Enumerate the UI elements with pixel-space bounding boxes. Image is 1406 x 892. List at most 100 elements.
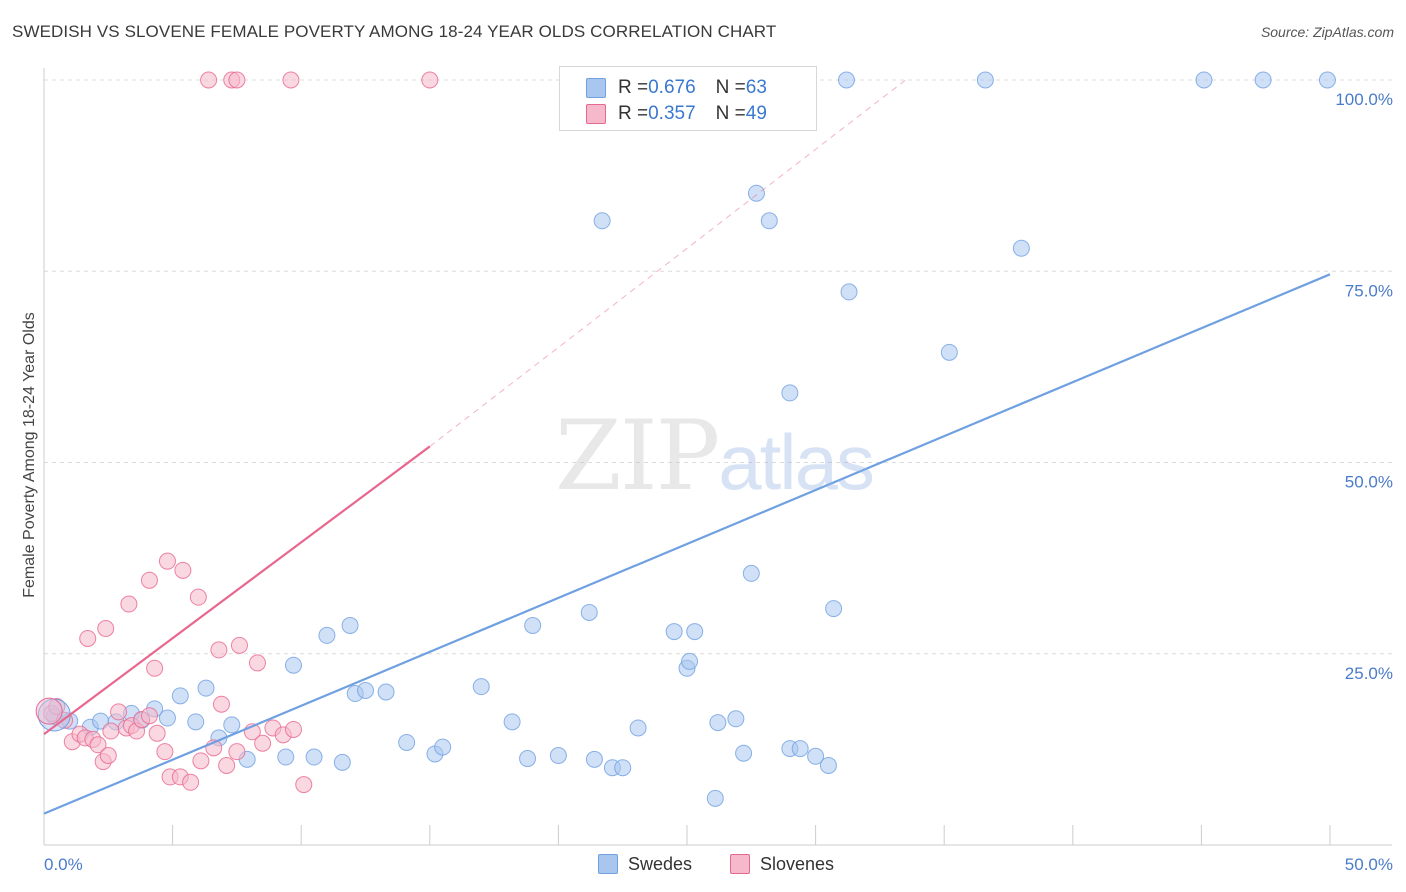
legend-r-value: 0.676	[648, 77, 696, 98]
data-point-swedes	[284, 656, 302, 674]
axes	[43, 68, 1392, 846]
data-point-slovenes	[284, 720, 302, 738]
data-point-slovenes	[212, 695, 230, 713]
data-point-swedes	[593, 212, 611, 230]
data-point-swedes	[519, 750, 537, 768]
data-point-slovenes	[228, 71, 246, 89]
watermark-zip: ZIP	[555, 400, 720, 512]
bottom-legend-label-swedes: Swedes	[628, 853, 693, 874]
data-point-slovenes	[89, 736, 107, 754]
legend-n-label: N =	[715, 103, 746, 124]
data-point-slovenes	[218, 756, 236, 774]
data-point-swedes	[976, 71, 994, 89]
data-point-slovenes	[254, 734, 272, 752]
data-point-swedes	[781, 384, 799, 402]
data-point-slovenes	[110, 703, 128, 721]
data-point-slovenes	[228, 743, 246, 761]
bottom-legend-swedes: Swedes	[598, 852, 692, 876]
bottom-legend-label-slovenes: Slovenes	[760, 853, 835, 874]
trend-line-slovenes	[43, 445, 431, 735]
data-point-swedes	[686, 623, 704, 641]
data-point-swedes	[277, 748, 295, 766]
data-point-slovenes	[156, 743, 174, 761]
data-points	[35, 71, 1336, 807]
chart-title: SWEDISH VS SLOVENE FEMALE POVERTY AMONG …	[12, 22, 777, 41]
data-point-slovenes	[148, 724, 166, 742]
bottom-legend-slovenes: Slovenes	[730, 852, 834, 876]
data-point-slovenes	[230, 636, 248, 654]
x-tick-label: 0.0%	[44, 855, 83, 874]
trend-line-swedes	[43, 273, 1331, 815]
legend-swatch-slovenes	[586, 104, 606, 124]
y-tick-label: 50.0%	[1345, 473, 1393, 492]
data-point-swedes	[791, 740, 809, 758]
data-point-slovenes	[192, 752, 210, 770]
trend-lines	[43, 79, 1331, 815]
data-point-slovenes	[48, 698, 66, 716]
data-point-swedes	[318, 626, 336, 644]
data-point-swedes	[940, 343, 958, 361]
data-point-swedes	[837, 71, 855, 89]
data-point-slovenes	[421, 71, 439, 89]
legend: R = 0.676 N = 63 R = 0.357 N = 49	[559, 66, 817, 131]
grid-lines	[44, 79, 1392, 655]
data-point-swedes	[825, 600, 843, 618]
data-point-swedes	[1012, 239, 1030, 257]
bottom-legend-swatch-slovenes	[730, 854, 750, 874]
data-point-slovenes	[210, 641, 228, 659]
data-point-slovenes	[102, 722, 120, 740]
bottom-legend-swatch-swedes	[598, 854, 618, 874]
data-point-swedes	[742, 564, 760, 582]
data-point-slovenes	[248, 654, 266, 672]
data-point-swedes	[549, 746, 567, 764]
legend-swatch-swedes	[586, 78, 606, 98]
data-point-swedes	[333, 753, 351, 771]
legend-row-slovenes: R = 0.357 N = 49	[586, 102, 767, 126]
legend-n-label: N =	[715, 77, 746, 98]
data-point-slovenes	[200, 71, 218, 89]
data-point-slovenes	[282, 71, 300, 89]
legend-r-label: R =	[618, 77, 649, 98]
tick-labels: 25.0% 50.0% 75.0% 100.0% 0.0% 50.0%	[44, 90, 1393, 874]
legend-n-value: 63	[745, 77, 767, 98]
source-label: Source: ZipAtlas.com	[1260, 24, 1394, 40]
data-point-swedes	[1254, 71, 1272, 89]
data-point-swedes	[305, 748, 323, 766]
data-point-slovenes	[79, 629, 97, 647]
legend-r-label: R =	[618, 103, 649, 124]
y-tick-label: 100.0%	[1335, 90, 1393, 109]
data-point-swedes	[1195, 71, 1213, 89]
x-tick-label: 50.0%	[1345, 855, 1393, 874]
data-point-swedes	[1318, 71, 1336, 89]
data-point-swedes	[398, 733, 416, 751]
watermark: ZIPatlas	[555, 400, 875, 512]
data-point-swedes	[819, 756, 837, 774]
legend-r-value: 0.357	[648, 103, 696, 124]
data-point-slovenes	[174, 561, 192, 579]
data-point-swedes	[503, 713, 521, 731]
data-point-swedes	[524, 616, 542, 634]
data-point-swedes	[807, 747, 825, 765]
data-point-swedes	[434, 738, 452, 756]
data-point-swedes	[341, 616, 359, 634]
y-axis-label: Female Poverty Among 18-24 Year Olds	[21, 312, 38, 598]
data-point-swedes	[735, 744, 753, 762]
data-point-swedes	[171, 687, 189, 705]
data-point-swedes	[158, 709, 176, 727]
data-point-swedes	[709, 714, 727, 732]
legend-n-value: 49	[745, 103, 767, 124]
data-point-swedes	[681, 652, 699, 670]
data-point-slovenes	[295, 776, 313, 794]
data-point-slovenes	[140, 571, 158, 589]
data-point-swedes	[472, 678, 490, 696]
data-point-slovenes	[140, 707, 158, 725]
data-point-slovenes	[146, 659, 164, 677]
data-point-swedes	[727, 710, 745, 728]
y-tick-label: 25.0%	[1345, 664, 1393, 683]
data-point-swedes	[377, 683, 395, 701]
watermark-atlas: atlas	[718, 418, 875, 506]
data-point-slovenes	[97, 620, 115, 638]
data-point-swedes	[580, 603, 598, 621]
data-point-swedes	[357, 681, 374, 699]
data-point-swedes	[747, 184, 765, 202]
